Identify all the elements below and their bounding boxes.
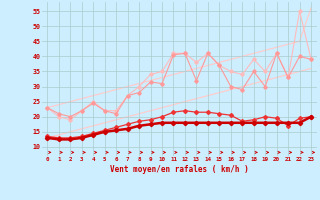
X-axis label: Vent moyen/en rafales ( km/h ): Vent moyen/en rafales ( km/h )	[110, 165, 249, 174]
